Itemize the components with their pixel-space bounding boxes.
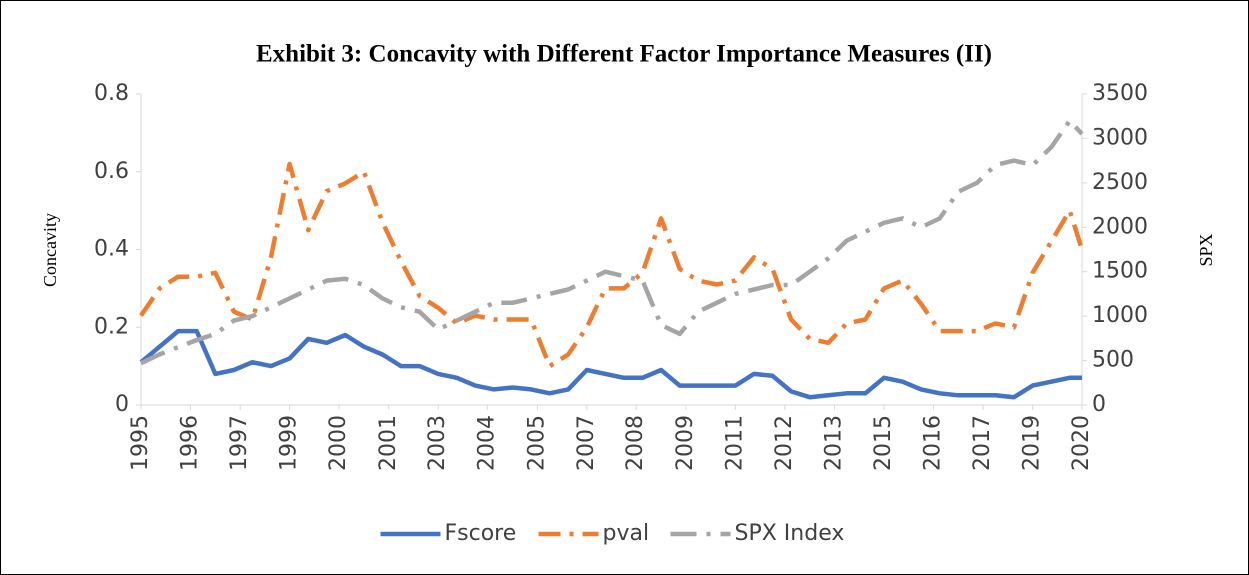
- x-tick-label: 1995: [128, 415, 153, 471]
- y-tick-label: 0.8: [94, 81, 129, 106]
- x-tick-label: 2009: [673, 415, 698, 471]
- x-tick-label: 2011: [722, 415, 747, 471]
- x-tick-label: 2012: [772, 415, 797, 471]
- x-tick-label: 1997: [227, 415, 252, 471]
- x-tick-label: 2017: [970, 415, 995, 471]
- chart-title: Exhibit 3: Concavity with Different Fact…: [256, 41, 992, 68]
- x-tick-label: 2008: [623, 415, 648, 471]
- x-tick-label: 1996: [177, 415, 202, 471]
- y-tick-label: 0.6: [94, 159, 129, 184]
- y2-axis-title: SPX: [1196, 233, 1216, 266]
- y2-tick-label: 1500: [1092, 259, 1148, 284]
- series-line: [140, 118, 1084, 366]
- x-tick-label: 2000: [326, 415, 351, 471]
- y2-tick-label: 3000: [1092, 125, 1148, 150]
- x-tick-label: 2016: [920, 415, 945, 471]
- y-tick-label: 0: [115, 392, 129, 417]
- x-tick-label: 2003: [425, 415, 450, 471]
- legend-label: SPX Index: [735, 521, 845, 546]
- series-line: [139, 328, 1082, 400]
- x-tick-label: 2013: [822, 415, 847, 471]
- x-tick-label: 2015: [871, 415, 896, 471]
- x-tick-label: 2020: [1069, 415, 1094, 471]
- x-tick-label: 2019: [1020, 415, 1045, 471]
- x-tick-label: 2004: [475, 415, 500, 471]
- y2-tick-label: 2000: [1092, 214, 1148, 239]
- y-tick-label: 0.4: [94, 237, 129, 262]
- y-tick-label: 0.2: [94, 314, 129, 339]
- x-tick-label: 2005: [524, 415, 549, 471]
- x-tick-label: 2007: [574, 415, 599, 471]
- series-line: [139, 161, 1085, 369]
- x-tick-label: 2001: [376, 415, 401, 471]
- y2-tick-label: 3500: [1092, 81, 1148, 106]
- y-axis-title: Concavity: [40, 213, 60, 287]
- legend-label: Fscore: [445, 521, 517, 546]
- y2-tick-label: 2500: [1092, 170, 1148, 195]
- legend-label: pval: [603, 521, 650, 546]
- y2-tick-label: 500: [1092, 348, 1134, 373]
- y2-tick-label: 0: [1092, 392, 1106, 417]
- x-tick-label: 1999: [277, 415, 302, 471]
- y2-tick-label: 1000: [1092, 303, 1148, 328]
